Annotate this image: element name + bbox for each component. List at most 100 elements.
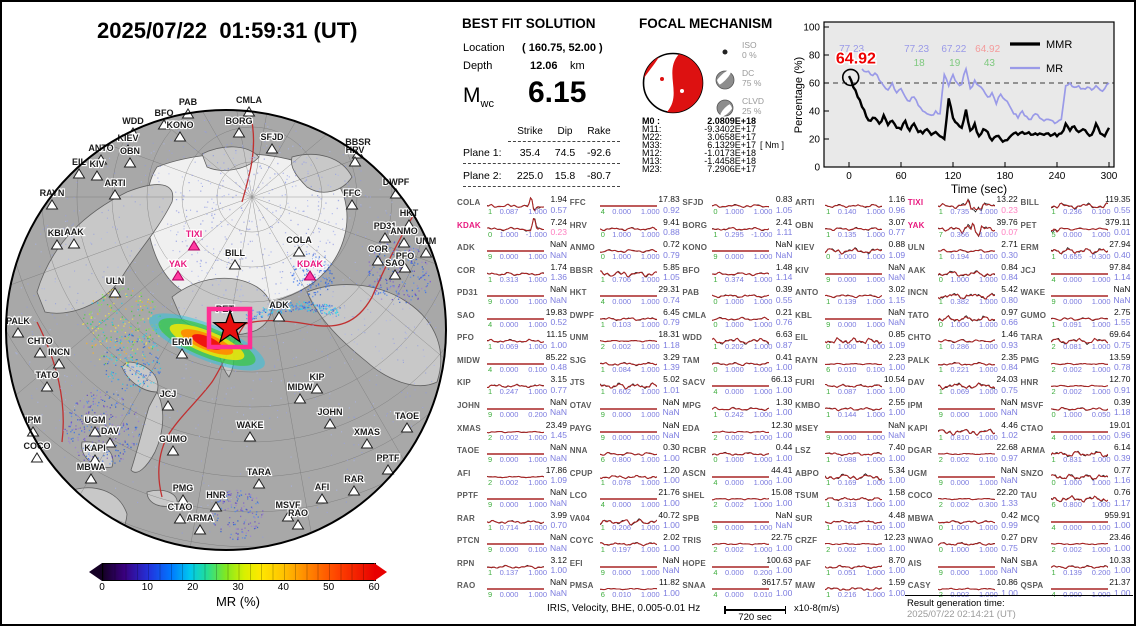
station-code: PD31 (457, 288, 478, 298)
divider (463, 163, 620, 164)
station-flag: 4 (1051, 274, 1056, 284)
station-flag: 0 (713, 297, 718, 307)
station-code: TATO (907, 310, 930, 320)
station-amplitude: 0.44 (775, 442, 793, 453)
station-param2: 1.000 (1091, 297, 1111, 307)
station-vr: 1.00 (663, 542, 680, 553)
map-station-GUMO: GUMO (158, 433, 188, 456)
station-triangle-icon (281, 511, 295, 522)
station-param2: 1.000 (1091, 364, 1111, 374)
station-label: JOHN (317, 407, 342, 417)
plane1-strike: 35.4 (519, 147, 541, 159)
landmasses (36, 146, 441, 550)
station-param1: 0.069 (950, 387, 970, 397)
station-code: PAB (682, 288, 700, 298)
map-station-MBWA: MBWA (76, 461, 107, 484)
station-flag: 9 (826, 432, 831, 442)
station-amplitude: 4.46 (1001, 419, 1018, 430)
station-param2: 1.000 (866, 229, 886, 239)
station-code: RAO (457, 581, 476, 591)
station-param1: 0.313 (837, 500, 857, 510)
station-param2: 1.000 (753, 252, 773, 262)
station-flag: 2 (488, 432, 493, 442)
map-station-TAOE: TAOE (394, 410, 420, 433)
station-triangle-icon (291, 519, 305, 530)
station-triangle-icon (90, 170, 104, 181)
station-label: AFI (315, 482, 330, 492)
annotation-64-92-4: 64.92 (975, 44, 1000, 55)
station-cell-EDA: EDA 12.30 1.00 2 0.002 1.000 (682, 420, 795, 444)
station-amplitude: 0.83 (775, 194, 793, 204)
station-waveform (1050, 564, 1108, 569)
station-vr: 0.88 (663, 227, 680, 238)
station-vr: 0.55 (1113, 204, 1131, 215)
station-triangle-icon (292, 246, 306, 257)
station-vr: NaN (662, 430, 680, 440)
station-amplitude: 10.33 (1109, 554, 1131, 565)
decomposition-icons (714, 49, 735, 117)
station-param2: 1.000 (528, 387, 547, 397)
station-triangle-icon (11, 327, 25, 338)
tensor-unit: [ Nm ] (760, 140, 784, 150)
station-flag: 2 (938, 500, 943, 510)
station-code: COYC (569, 536, 594, 546)
station-code: PET (1020, 220, 1037, 230)
station-triangle-icon (388, 269, 402, 280)
station-param2: 0.100 (528, 364, 547, 374)
station-vr: 1.45 (550, 430, 567, 440)
map-station-RAO: RAO (287, 507, 309, 530)
station-triangle-icon (400, 422, 414, 433)
station-param1: 0.714 (499, 522, 519, 532)
station-amplitude: 6.45 (663, 306, 680, 317)
map-station-KONO: KONO (165, 119, 195, 142)
station-vr: 0.39 (1113, 452, 1131, 463)
station-param1: 0.000 (612, 500, 632, 510)
station-param1: 0.206 (612, 522, 632, 532)
station-amplitude: 0.76 (1113, 487, 1131, 498)
station-flag: 1 (826, 590, 831, 600)
colorbar-tick-30: 30 (232, 582, 244, 593)
station-flag: 4 (1051, 522, 1056, 532)
station-triangle-icon (33, 347, 47, 358)
result-separator-line (905, 595, 1133, 596)
station-label: BFO (155, 108, 174, 118)
station-code: COR (457, 265, 476, 275)
station-flag: 9 (713, 522, 718, 532)
station-amplitude: 7.40 (888, 442, 906, 453)
station-param1: 0.078 (612, 477, 632, 487)
station-cell-OTAV: OTAV NaN NaN 9 0.000 1.000 (570, 397, 683, 421)
station-param2: 1.000 (1084, 590, 1111, 599)
station-vr: 0.07 (1001, 227, 1018, 238)
station-waveform (712, 430, 770, 433)
station-triangle-icon (209, 501, 223, 512)
station-amplitude: 119.35 (1105, 194, 1131, 204)
map-station-PMG: PMG (172, 482, 194, 505)
station-waveform (825, 247, 883, 255)
station-code: HNR (1020, 378, 1039, 388)
station-waveform (599, 498, 657, 500)
station-code: MSEY (795, 423, 819, 433)
station-triangle-icon (347, 485, 361, 496)
station-param2: 1.000 (640, 364, 660, 374)
station-label: ANMO (390, 226, 418, 236)
station-waveform (487, 271, 544, 276)
station-param2: 1.000 (528, 274, 547, 284)
station-vr: NaN (549, 452, 567, 463)
station-code: HOPE (682, 558, 706, 568)
station-waveform (1050, 430, 1108, 433)
series-MR (861, 66, 1110, 125)
station-triangle-icon (310, 383, 324, 394)
station-flag: 9 (488, 545, 493, 555)
station-param1: 0.735 (950, 207, 970, 216)
station-param2: 1.000 (640, 319, 660, 329)
station-param1: 1.000 (725, 297, 744, 307)
station-cell-YAK: YAK 39.76 0.07 7 0.366 1.000 (908, 216, 1021, 241)
station-flag: 1 (826, 297, 831, 307)
station-flag: 1 (600, 364, 605, 374)
station-param2: 1.000 (640, 500, 660, 510)
station-param2: 0.100 (1091, 522, 1111, 532)
station-label: WDD (122, 116, 144, 126)
station-amplitude: 39.76 (996, 216, 1018, 227)
station-triangle-icon (72, 168, 86, 179)
station-param2: 0.050 (1091, 409, 1111, 419)
